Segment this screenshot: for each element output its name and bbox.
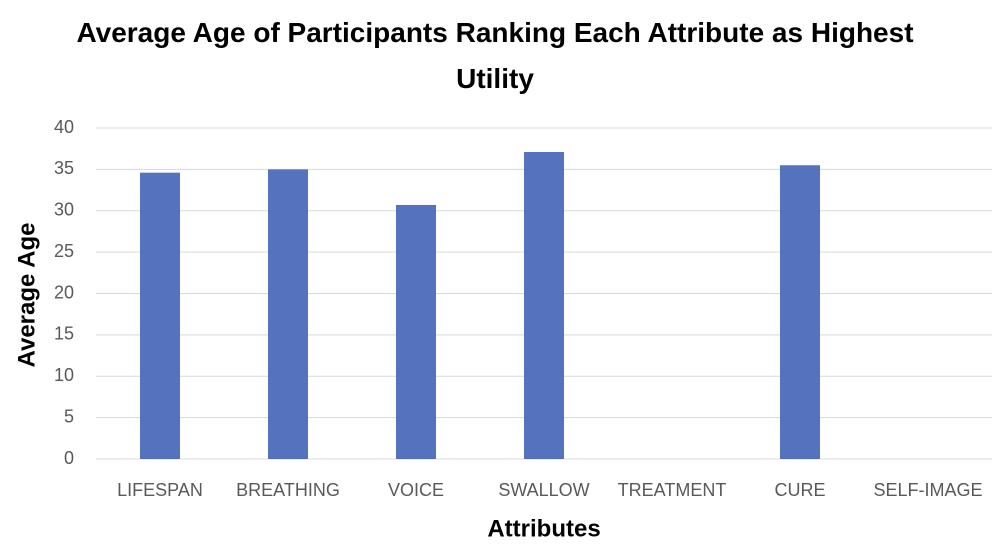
y-tick-label: 15 (54, 324, 74, 344)
y-tick-label: 20 (54, 282, 74, 302)
y-tick-label: 10 (54, 365, 74, 385)
bar (140, 172, 180, 459)
x-tick-label: CURE (774, 480, 825, 500)
bar (780, 165, 820, 460)
x-tick-label: SELF-IMAGE (873, 480, 982, 500)
bar (524, 151, 564, 459)
y-tick-label: 30 (54, 200, 74, 220)
y-tick-label: 35 (54, 158, 74, 178)
y-axis-title: Average Age (13, 223, 40, 368)
x-axis-title: Attributes (487, 515, 600, 542)
x-tick-label: TREATMENT (618, 480, 727, 500)
bar (268, 169, 308, 459)
y-tick-label: 25 (54, 241, 74, 261)
chart-title: Average Age of Participants Ranking Each… (76, 17, 914, 94)
x-tick-label: BREATHING (236, 480, 340, 500)
x-tick-label: VOICE (388, 480, 444, 500)
x-tick-label: SWALLOW (498, 480, 589, 500)
bar (396, 204, 436, 459)
y-tick-label: 0 (64, 448, 74, 468)
y-tick-label: 5 (64, 406, 74, 426)
y-tick-label: 40 (54, 117, 74, 137)
x-tick-label: LIFESPAN (117, 480, 203, 500)
